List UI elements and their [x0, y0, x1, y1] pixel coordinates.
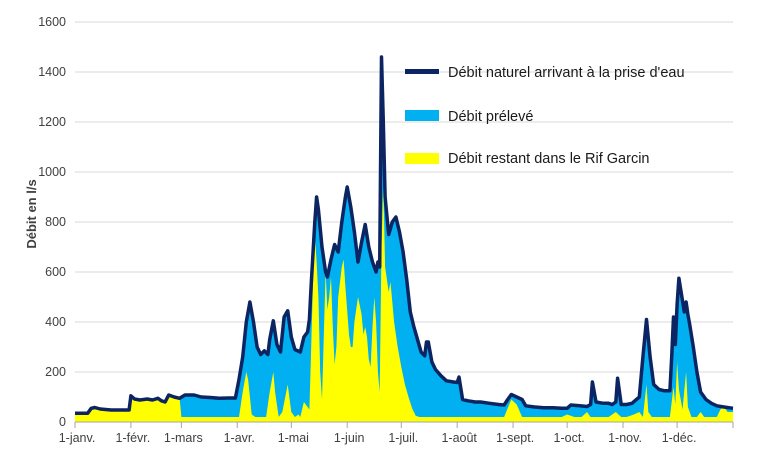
- legend-label-natural: Débit naturel arrivant à la prise d'eau: [448, 65, 685, 81]
- x-tick-label: 1-oct.: [554, 431, 585, 445]
- y-axis-title: Débit en l/s: [24, 179, 39, 248]
- legend-swatch-natural: [405, 69, 439, 74]
- legend-label-withdrawn: Débit prélevé: [448, 109, 533, 125]
- x-tick-label: 1-avr.: [224, 431, 255, 445]
- legend-swatch-withdrawn: [405, 110, 439, 121]
- series-withdrawn-area: [75, 57, 733, 422]
- x-tick-label: 1-août: [441, 431, 477, 445]
- legend-item-remaining: Débit restant dans le Rif Garcin: [405, 151, 649, 167]
- y-tick-label: 200: [45, 365, 66, 379]
- x-tick-labels: 1-janv. 1-févr. 1-mars 1-avr. 1-mai 1-juin 1-j…: [59, 431, 697, 445]
- x-tick-label: 1-sept.: [496, 431, 534, 445]
- y-tick-label: 800: [45, 215, 66, 229]
- x-tick-label: 1-nov.: [608, 431, 642, 445]
- legend: Débit naturel arrivant à la prise d'eau …: [405, 65, 685, 167]
- x-tick-label: 1-juil.: [388, 431, 418, 445]
- plot-area: [75, 55, 734, 422]
- x-tick-label: 1-janv.: [59, 431, 96, 445]
- x-tick-label: 1-mars: [164, 431, 203, 445]
- legend-label-remaining: Débit restant dans le Rif Garcin: [448, 151, 649, 167]
- x-tick-label: 1-mai: [278, 431, 309, 445]
- y-tick-label: 600: [45, 265, 66, 279]
- y-tick-label: 1600: [38, 15, 66, 29]
- axes: [74, 421, 734, 428]
- legend-item-natural: Débit naturel arrivant à la prise d'eau: [405, 65, 685, 81]
- x-tick-label: 1-juin: [334, 431, 365, 445]
- x-tick-label: 1-févr.: [116, 431, 151, 445]
- y-tick-label: 1200: [38, 115, 66, 129]
- legend-item-withdrawn: Débit prélevé: [405, 109, 533, 125]
- y-tick-label: 0: [59, 415, 66, 429]
- series-natural-line: [75, 55, 734, 416]
- y-tick-label: 1000: [38, 165, 66, 179]
- y-tick-label: 1400: [38, 65, 66, 79]
- y-tick-label: 400: [45, 315, 66, 329]
- x-tick-label: 1-déc.: [662, 431, 697, 445]
- legend-swatch-remaining: [405, 153, 439, 164]
- y-tick-labels: 0 200 400 600 800 1000 1200 1400 1600: [38, 15, 66, 429]
